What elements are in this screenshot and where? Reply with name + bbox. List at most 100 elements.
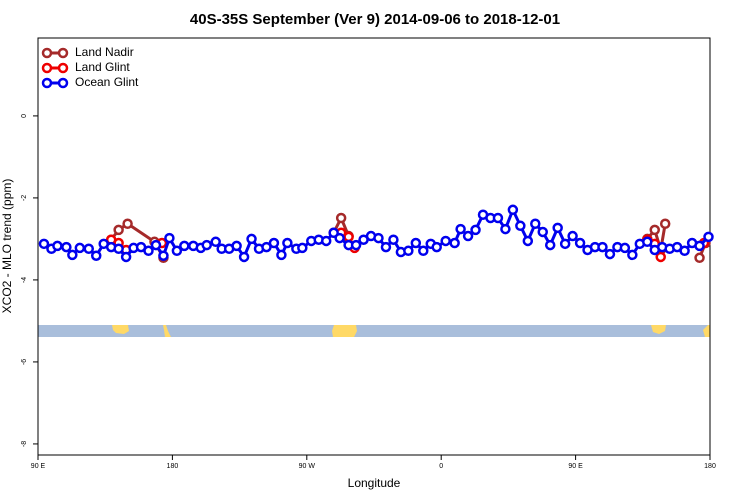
data-point [522, 235, 534, 247]
data-point [627, 249, 638, 261]
data-point [282, 237, 293, 249]
data-point [380, 241, 392, 253]
data-point [567, 230, 578, 242]
data-point [122, 218, 133, 229]
legend-marker [57, 47, 69, 59]
data-point [431, 241, 442, 253]
data-point [642, 236, 653, 248]
x-tick-label: 90 E [568, 463, 583, 470]
data-point [179, 240, 190, 252]
data-point [492, 212, 504, 224]
data-point [350, 239, 362, 251]
data-point [61, 241, 72, 253]
data-point [544, 239, 556, 251]
data-point [276, 249, 287, 261]
land-shape [332, 325, 357, 337]
land-strip [38, 325, 710, 337]
plot-frame [37, 37, 711, 456]
data-point [231, 240, 242, 252]
data-point [659, 218, 671, 229]
data-point [246, 233, 257, 245]
data-point [449, 237, 460, 249]
y-tick-label: -4 [21, 277, 28, 283]
data-point [120, 251, 132, 263]
data-point [552, 222, 563, 234]
data-point [67, 249, 78, 261]
y-tick-label: -8 [21, 441, 28, 447]
data-point [694, 252, 705, 264]
data-point [320, 235, 332, 247]
data-point [113, 243, 124, 255]
data-point [507, 204, 519, 216]
data-point [343, 231, 354, 243]
data-point [90, 250, 102, 261]
data-point [334, 232, 345, 244]
legend-marker [57, 62, 69, 74]
legend-marker [57, 77, 69, 89]
data-point [515, 220, 526, 232]
data-point [373, 232, 384, 244]
x-axis-label: Longitude [348, 476, 401, 490]
data-point [335, 212, 347, 224]
data-point [694, 240, 705, 252]
legend-marker [41, 62, 53, 74]
legend-marker [41, 47, 53, 59]
x-tick-label: 0 [439, 463, 443, 470]
data-point [52, 240, 63, 252]
x-tick-label: 90 E [31, 463, 46, 470]
data-point [703, 231, 714, 243]
data-point [604, 248, 616, 260]
data-point [679, 245, 690, 257]
data-point [455, 223, 466, 235]
legend-marker [41, 77, 53, 89]
land-shape [163, 325, 171, 337]
chart-title: 40S-35S September (Ver 9) 2014-09-06 to … [190, 11, 560, 28]
legend-label: Land Glint [75, 60, 130, 74]
data-point [171, 245, 183, 257]
data-point [537, 226, 548, 238]
data-point [655, 251, 666, 263]
data-point [470, 224, 481, 236]
x-tick-label: 90 W [299, 463, 316, 470]
data-point [143, 245, 154, 257]
data-point [574, 237, 586, 249]
data-point [619, 242, 631, 254]
data-point [388, 234, 399, 245]
data-point [83, 243, 95, 255]
data-point [649, 224, 660, 236]
land-shape [112, 325, 129, 334]
land-shape [651, 325, 666, 334]
data-point [238, 251, 250, 263]
x-tick-label: 180 [167, 463, 179, 470]
data-point [403, 245, 414, 257]
legend-label: Ocean Glint [75, 75, 139, 89]
data-point [500, 223, 511, 235]
data-point [597, 241, 608, 253]
data-point [268, 237, 280, 249]
data-point [164, 232, 175, 244]
data-point [410, 237, 422, 249]
data-point [158, 250, 169, 261]
data-point [462, 230, 474, 242]
data-point [74, 242, 86, 254]
legend-label: Land Nadir [75, 45, 134, 59]
data-point [113, 224, 124, 236]
y-axis-label: XCO2 - MLO trend (ppm) [0, 179, 14, 314]
data-point [201, 239, 212, 251]
data-point [440, 235, 451, 247]
data-point [210, 236, 221, 248]
x-tick-label: 180 [704, 463, 716, 470]
data-point [418, 245, 429, 257]
data-point [261, 241, 272, 253]
data-point [38, 238, 50, 250]
ocean-band [38, 325, 710, 337]
data-point [150, 239, 162, 251]
data-point [559, 238, 571, 250]
data-point [530, 218, 541, 229]
y-tick-label: 0 [21, 114, 28, 118]
y-tick-label: -6 [21, 359, 28, 365]
y-tick-label: -2 [21, 195, 28, 201]
land-shape [703, 325, 710, 337]
